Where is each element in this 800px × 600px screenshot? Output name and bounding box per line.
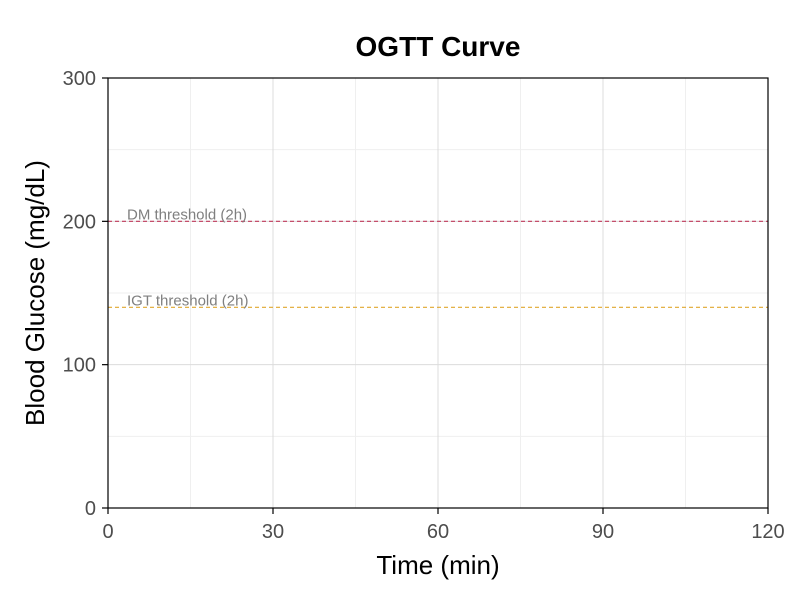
x-tick-label: 30 [262, 521, 284, 543]
y-tick-label: 300 [63, 68, 96, 90]
reference-line-label: DM threshold (2h) [127, 206, 247, 223]
x-axis-title: Time (min) [376, 550, 499, 580]
x-tick-label: 90 [592, 521, 614, 543]
y-axis-ticks: 0 100 200 300 [63, 68, 108, 520]
reference-line-label: IGT threshold (2h) [127, 292, 248, 309]
x-axis-ticks: 0 30 60 90 120 [102, 508, 785, 543]
reference-lines: DM threshold (2h) IGT threshold (2h) [108, 206, 768, 309]
y-tick-label: 100 [63, 355, 96, 377]
x-tick-label: 60 [427, 521, 449, 543]
y-tick-label: 0 [85, 498, 96, 520]
x-tick-label: 0 [102, 521, 113, 543]
chart-title: OGTT Curve [356, 31, 521, 62]
y-axis-title: Blood Glucose (mg/dL) [20, 160, 50, 426]
y-tick-label: 200 [63, 211, 96, 233]
x-tick-label: 120 [751, 521, 784, 543]
